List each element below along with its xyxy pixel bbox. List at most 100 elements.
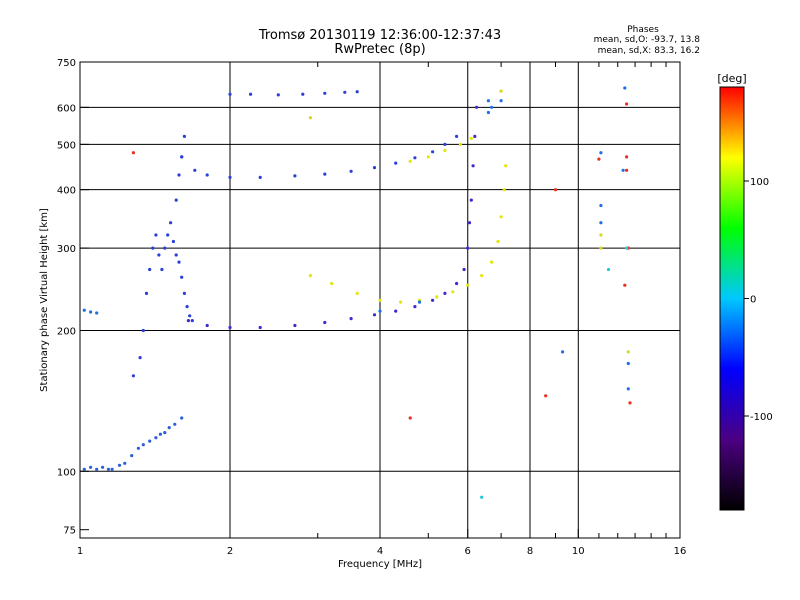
data-point-cusp xyxy=(163,246,167,250)
data-point-scatter_blue xyxy=(95,311,99,315)
data-point-scatter_red xyxy=(625,168,629,172)
data-point-F2o xyxy=(293,323,297,328)
data-point-upperFx xyxy=(458,142,462,146)
data-point-scatter_blue xyxy=(599,151,603,155)
data-point-upperFx xyxy=(443,148,447,153)
data-point-lowE xyxy=(123,461,127,465)
grid-lines xyxy=(80,62,680,538)
data-point-scatter_red xyxy=(131,151,135,155)
data-point-F2o xyxy=(462,267,466,272)
data-point-cusp xyxy=(138,356,142,360)
data-point-F2x xyxy=(490,260,494,264)
data-point-F2o xyxy=(431,298,435,302)
data-point-scatter_red xyxy=(408,416,412,420)
data-point-cusp xyxy=(185,305,189,309)
data-point-cusp xyxy=(144,291,149,295)
x-tick-label: 1 xyxy=(77,546,83,557)
data-point-F2o xyxy=(258,325,262,330)
y-tick-label: 750 xyxy=(57,58,76,69)
y-tick-label: 400 xyxy=(57,186,76,197)
data-point-F2o xyxy=(455,281,459,286)
data-point-cusp xyxy=(166,233,170,237)
data-point-cusp xyxy=(171,239,175,244)
data-point-lowE xyxy=(158,432,162,436)
data-point-scatter_blue xyxy=(417,300,422,304)
data-point-cusp xyxy=(169,221,173,225)
data-point-scatter_blue xyxy=(599,203,603,208)
data-point-top xyxy=(301,92,305,96)
data-point-lowE xyxy=(106,467,110,471)
data-point-upperFx xyxy=(469,136,473,140)
data-point-scatter_red xyxy=(625,102,629,106)
data-point-F2o xyxy=(205,323,209,328)
data-point-F2x xyxy=(355,291,359,295)
data-point-F2o xyxy=(471,164,475,168)
data-point-F2x xyxy=(466,283,470,287)
data-point-scatter_yellow xyxy=(599,246,603,250)
data-point-F2x xyxy=(480,274,484,278)
data-point-F2x xyxy=(435,295,439,299)
x-tick-label: 10 xyxy=(572,546,585,557)
stats-o-mode: mean, sd,O: -93.7, 13.8 xyxy=(594,35,701,45)
data-point-scatter_red xyxy=(544,394,548,398)
data-point-F2x xyxy=(378,298,382,302)
data-point-F2x xyxy=(502,188,506,192)
data-point-cusp xyxy=(174,253,178,257)
data-point-upperF xyxy=(349,169,353,173)
data-point-scatter_cyan xyxy=(606,267,611,272)
data-point-F2x xyxy=(330,281,334,286)
data-point-cusp xyxy=(177,173,181,177)
data-point-cusp xyxy=(177,260,181,264)
data-point-top xyxy=(323,91,327,95)
data-point-scatter_blue xyxy=(89,310,93,314)
data-point-lowE xyxy=(136,446,140,450)
y-tick-label: 200 xyxy=(57,326,76,337)
data-point-scatter_blue xyxy=(626,387,630,391)
data-point-scatter_blue xyxy=(499,99,503,103)
data-point-upperF xyxy=(293,174,297,178)
data-point-lowE xyxy=(148,439,152,443)
x-tick-label: 4 xyxy=(377,546,383,557)
data-point-F2x xyxy=(496,239,500,244)
y-axis-ticks: 75 100 200 300 400 500 600 750 xyxy=(57,58,89,537)
data-point-F2o xyxy=(372,313,377,317)
data-points xyxy=(82,86,632,499)
data-point-F2x xyxy=(399,300,403,304)
data-point-scatter_blue xyxy=(621,168,625,172)
data-point-cusp xyxy=(182,291,186,295)
data-point-scatter_yellow xyxy=(599,233,603,237)
colorbar-tick-label: -100 xyxy=(750,412,773,423)
y-tick-label: 300 xyxy=(57,244,76,255)
data-point-scatter_yellow xyxy=(499,89,503,93)
data-point-scatter_blue xyxy=(561,350,565,354)
data-point-upperF xyxy=(372,166,377,170)
data-point-scatter_blue xyxy=(626,361,630,366)
data-point-lowE xyxy=(180,416,184,420)
data-point-lowE xyxy=(82,467,86,471)
data-point-F2o xyxy=(394,309,398,313)
colorbar-label: [deg] xyxy=(717,72,746,85)
data-point-F2x xyxy=(504,164,508,168)
data-point-cusp xyxy=(141,328,145,333)
data-point-upperF xyxy=(228,175,232,179)
data-point-upperF xyxy=(193,168,197,172)
colorbar-tick-label: 100 xyxy=(750,177,769,188)
data-point-upperF xyxy=(258,175,262,179)
data-point-cusp xyxy=(148,267,152,272)
data-point-lowE xyxy=(173,422,177,426)
data-point-scatter_blue xyxy=(378,309,382,313)
data-point-cusp xyxy=(190,319,194,323)
data-point-scatter_blue xyxy=(599,221,603,225)
data-point-F2o xyxy=(349,317,353,321)
data-point-scatter_yellow xyxy=(308,116,312,120)
data-point-cusp xyxy=(174,198,178,202)
y-tick-label: 75 xyxy=(63,526,76,537)
y-tick-label: 500 xyxy=(57,140,76,151)
data-point-F2o xyxy=(323,320,327,325)
data-point-scatter_red xyxy=(597,157,601,161)
data-point-top xyxy=(228,92,232,96)
data-point-scatter_blue xyxy=(486,99,490,103)
data-point-upperF xyxy=(413,156,417,160)
data-point-F2o xyxy=(469,198,473,202)
